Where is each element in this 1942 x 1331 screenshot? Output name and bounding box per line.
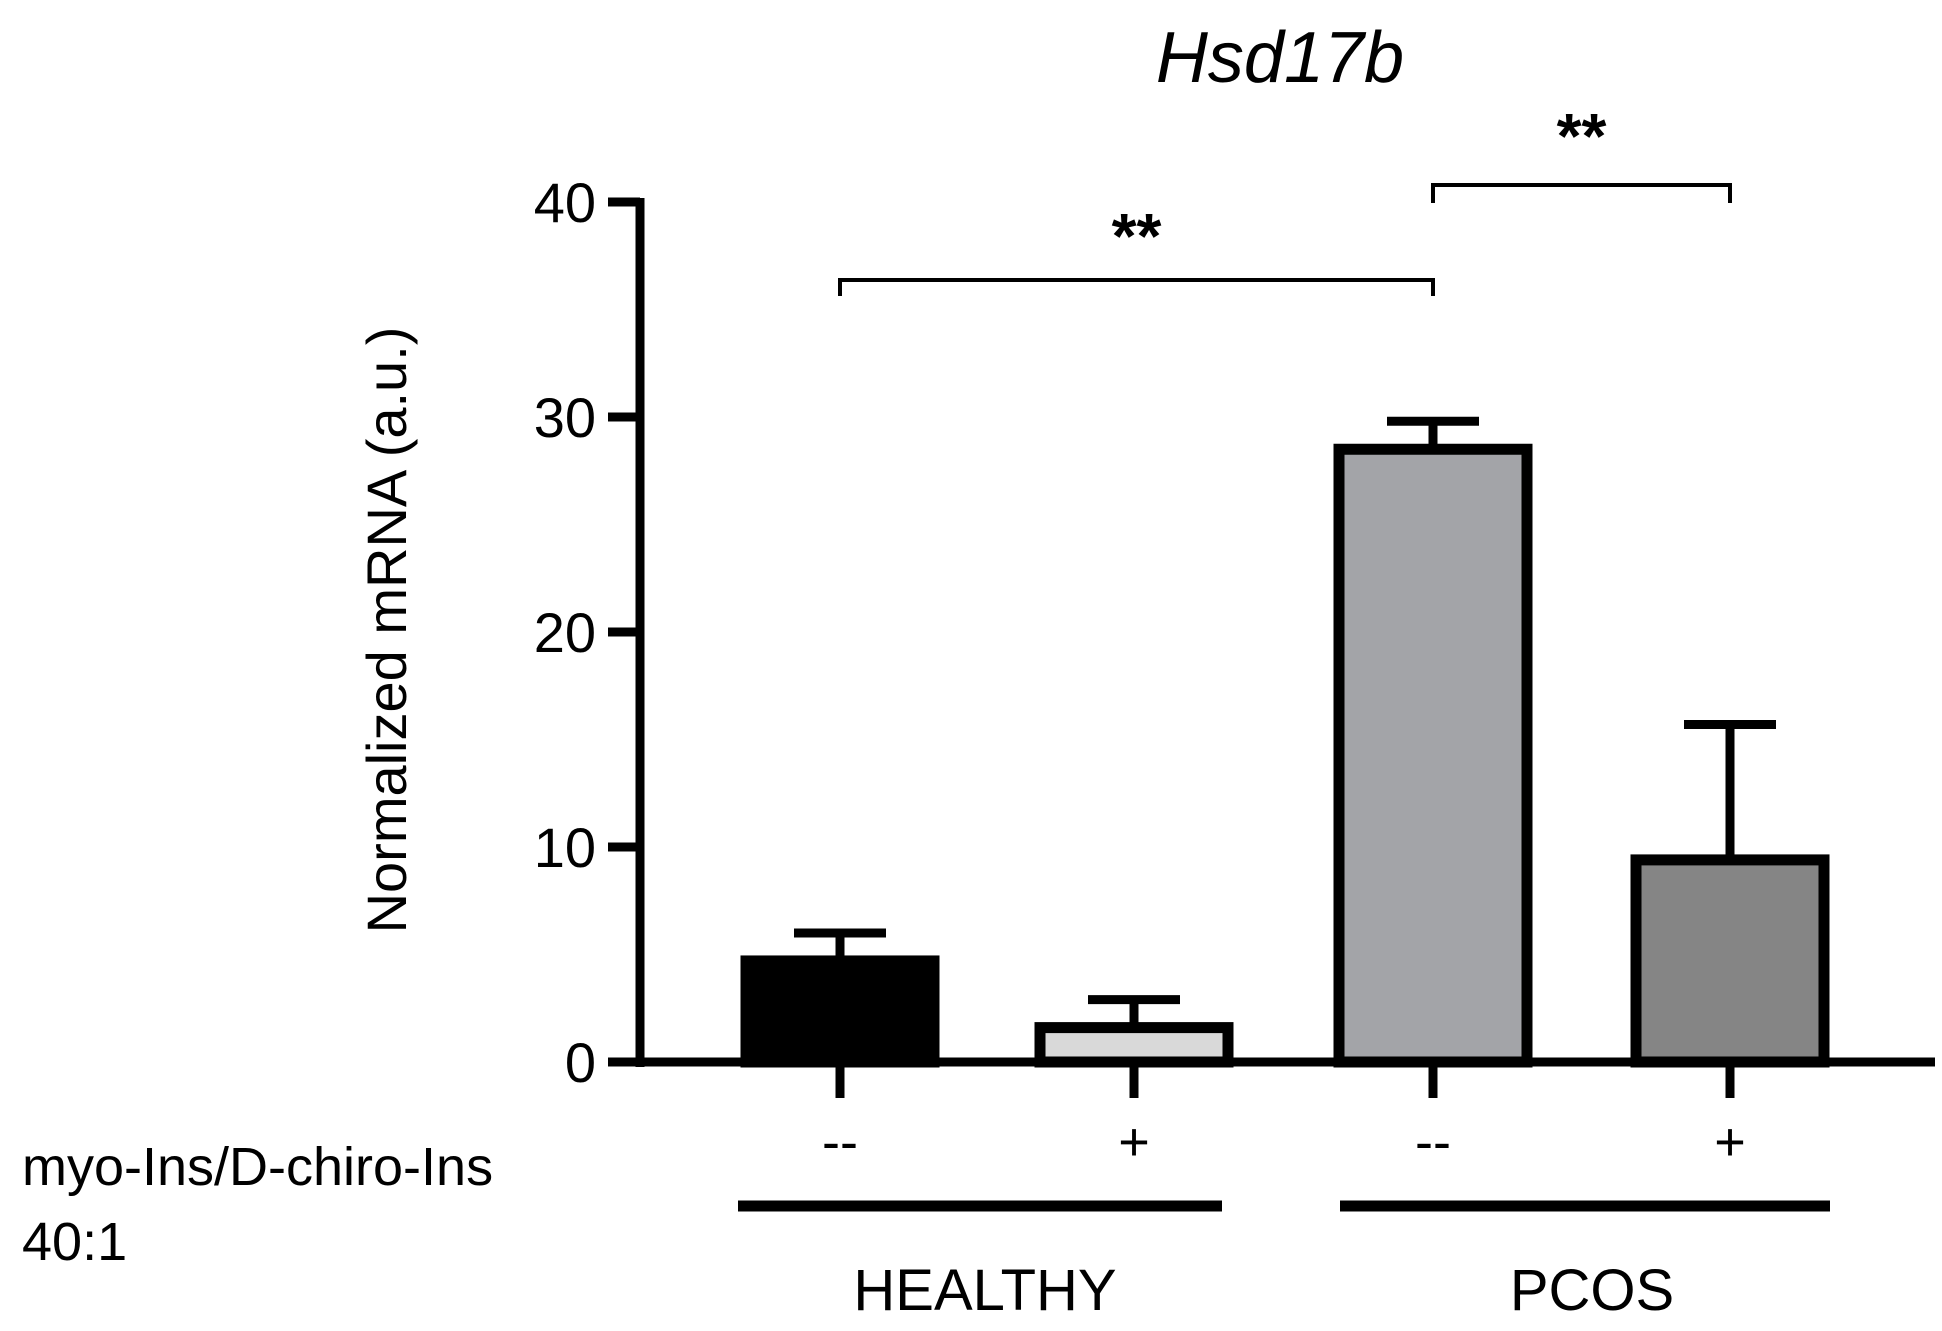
significance-label-1: **	[1112, 200, 1162, 272]
significance-bracket-2	[1431, 183, 1732, 203]
y-tick-label-0: 0	[565, 1031, 596, 1094]
y-tick-label-20: 20	[534, 601, 596, 664]
treatment-row-label: myo-Ins/D-chiro-Ins	[22, 1137, 493, 1197]
bar-2	[1034, 1022, 1234, 1068]
bar-3	[1333, 443, 1533, 1068]
y-tick-label-10: 10	[534, 816, 596, 879]
significance-label-2: **	[1557, 100, 1607, 172]
y-tick-label-40: 40	[534, 171, 596, 234]
group-label-pcos: PCOS	[1510, 1258, 1674, 1323]
significance-bracket-1	[838, 278, 1435, 296]
treatment-label-1: --	[822, 1112, 858, 1172]
chart-title: Hsd17b	[1156, 18, 1404, 98]
y-axis-label: Normalized mRNA (a.u.)	[355, 327, 418, 934]
bar-1	[740, 955, 940, 1068]
y-tick-label-30: 30	[534, 386, 596, 449]
treatment-label-3: --	[1415, 1112, 1451, 1172]
treatment-label-4: +	[1714, 1112, 1746, 1172]
bar-4	[1630, 854, 1830, 1068]
treatment-ratio-label: 40:1	[22, 1212, 127, 1272]
treatment-label-2: +	[1118, 1112, 1150, 1172]
group-label-healthy: HEALTHY	[853, 1258, 1116, 1323]
